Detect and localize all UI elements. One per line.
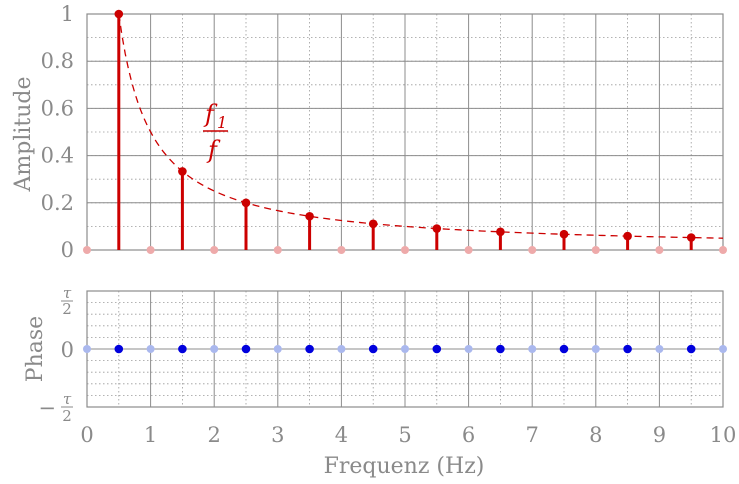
phase-tick-bottom-denominator: 2 [62,407,72,425]
phase-point [368,344,378,354]
phase-tick-top: τ 2 [61,284,73,318]
phase-zero-point [719,345,727,353]
phase-marks [83,344,727,354]
amplitude-point [368,219,378,229]
phase-tick-bottom-numerator: τ [63,390,72,408]
phase-point [623,344,632,354]
amplitude-marks [83,9,727,254]
amplitude-tick-label: 0.6 [41,96,74,120]
amplitude-tick-label: 0 [61,238,74,262]
amplitude-point [241,198,251,208]
phase-zero-point [210,345,219,353]
curve-label-denominator: f [206,136,221,164]
amplitude-zero-point [655,246,664,254]
amplitude-tick-label: 0.2 [41,191,74,215]
x-axis-title: Frequenz (Hz) [324,454,485,479]
axis-labels: 00.20.40.60.810 1 2 3 4 5 6 7 8 9 10 [41,2,737,447]
amplitude-tick-label: 0.8 [41,49,74,73]
amplitude-tick-label: 1 [61,2,74,26]
phase-zero-point [528,345,537,353]
x-tick-label: 1 [144,423,157,447]
phase-zero-point [337,345,346,353]
amplitude-zero-point [146,246,155,254]
amplitude-zero-point [210,246,219,254]
x-tick-label: 8 [589,423,602,447]
phase-tick-bottom: − τ 2 [38,390,73,425]
phase-point [114,344,124,354]
phase-zero-point [83,345,91,353]
phase-zero-point [273,345,282,353]
amplitude-zero-point [528,246,537,254]
phase-point [559,344,569,354]
amplitude-zero-point [273,246,282,254]
amplitude-tick-label: 0.4 [41,144,74,168]
amplitude-point [686,233,696,242]
amplitude-point [559,229,569,239]
phase-tick-top-denominator: 2 [62,300,72,318]
x-tick-label: 2 [208,423,221,447]
amplitude-zero-point [464,246,473,254]
amplitude-zero-point [401,246,409,254]
x-tick-label: 3 [271,423,284,447]
x-tick-label: 4 [335,423,348,447]
phase-point [432,344,442,354]
amplitude-point [432,224,442,233]
x-tick-label: 10 [710,423,737,447]
x-tick-label: 7 [526,423,539,447]
phase-point [305,344,314,354]
phase-zero-point [464,345,473,353]
x-tick-label: 0 [80,423,93,447]
amplitude-point [305,211,314,221]
phase-axis-title: Phase [23,316,48,382]
amplitude-zero-point [719,246,727,254]
phase-zero-point [401,345,409,353]
amplitude-point [178,167,187,176]
x-tick-label: 9 [653,423,666,447]
phase-point [686,344,696,354]
amplitude-point [114,9,124,19]
amplitude-point [496,227,505,237]
x-tick-label: 6 [462,423,475,447]
phase-zero-point [146,345,155,353]
amplitude-point [623,231,632,241]
amplitude-zero-point [591,246,600,254]
phase-tick-bottom-minus: − [38,396,56,420]
curve-label-numerator: f [203,100,218,128]
amplitude-zero-point [83,246,91,254]
phase-zero-point [591,345,600,353]
amplitude-envelope-curve [118,13,724,239]
curve-label-numerator-subscript: 1 [217,113,227,132]
phase-tick-top-numerator: τ [63,284,72,302]
phase-zero-point [655,345,664,353]
phase-point [496,344,505,354]
phase-point [178,344,187,354]
phase-tick-zero: 0 [61,338,74,362]
amplitude-zero-point [337,246,346,254]
amplitude-axis-title: Amplitude [11,76,36,192]
phase-point [241,344,251,354]
x-tick-label: 5 [398,423,411,447]
